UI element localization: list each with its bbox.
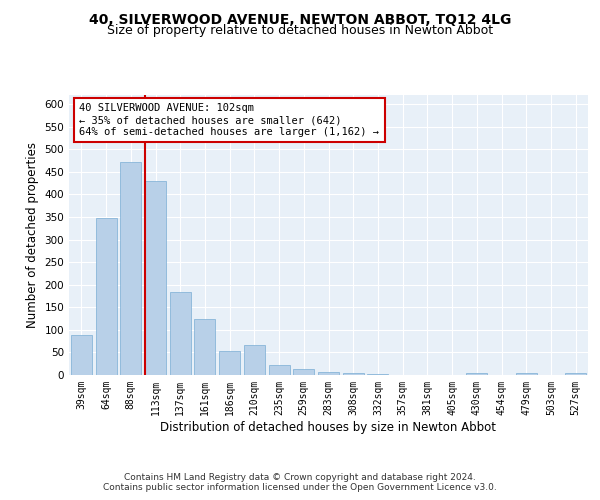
Bar	[318, 372, 339, 375]
Text: Contains HM Land Registry data © Crown copyright and database right 2024.
Contai: Contains HM Land Registry data © Crown c…	[103, 473, 497, 492]
Bar	[516, 373, 537, 375]
Text: 40 SILVERWOOD AVENUE: 102sqm
← 35% of detached houses are smaller (642)
64% of s: 40 SILVERWOOD AVENUE: 102sqm ← 35% of de…	[79, 104, 379, 136]
Bar	[565, 373, 586, 375]
Text: 40, SILVERWOOD AVENUE, NEWTON ABBOT, TQ12 4LG: 40, SILVERWOOD AVENUE, NEWTON ABBOT, TQ1…	[89, 12, 511, 26]
Bar	[145, 181, 166, 375]
Bar	[219, 351, 240, 375]
Bar	[343, 372, 364, 375]
Text: Size of property relative to detached houses in Newton Abbot: Size of property relative to detached ho…	[107, 24, 493, 37]
Bar	[71, 336, 92, 375]
Bar	[120, 162, 141, 375]
X-axis label: Distribution of detached houses by size in Newton Abbot: Distribution of detached houses by size …	[161, 420, 497, 434]
Bar	[95, 218, 116, 375]
Bar	[466, 372, 487, 375]
Bar	[244, 344, 265, 375]
Bar	[367, 374, 388, 375]
Y-axis label: Number of detached properties: Number of detached properties	[26, 142, 39, 328]
Bar	[269, 365, 290, 375]
Bar	[194, 320, 215, 375]
Bar	[170, 292, 191, 375]
Bar	[293, 369, 314, 375]
